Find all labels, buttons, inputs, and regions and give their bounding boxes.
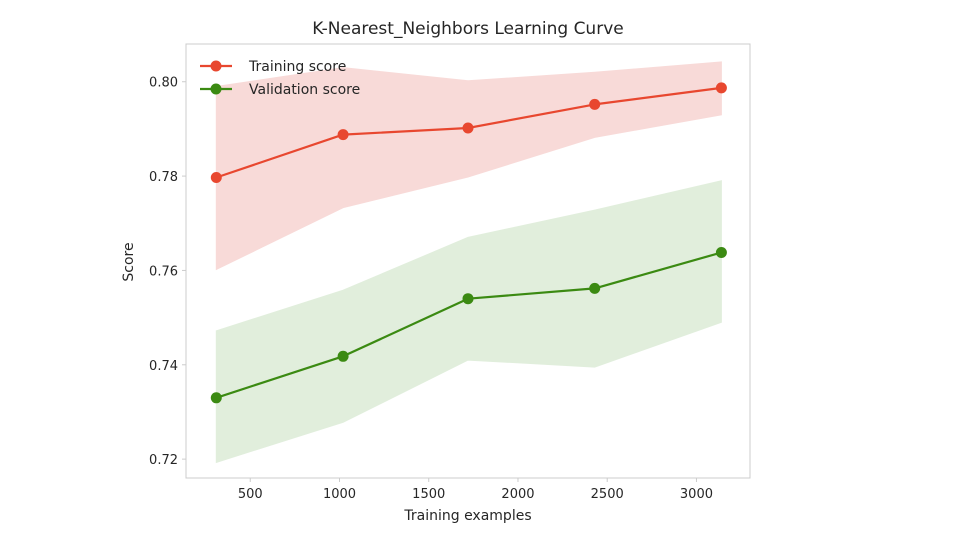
legend-label-1: Validation score: [249, 82, 360, 98]
y-tick-label-4: 0.80: [149, 76, 178, 91]
legend: Training score Validation score: [200, 59, 360, 98]
band-series-0: [215, 61, 722, 271]
point-series-0-2: [462, 122, 474, 134]
chart-title: K-Nearest_Neighbors Learning Curve: [312, 19, 623, 39]
point-series-1-1: [337, 350, 349, 362]
x-tick-label-1: 1000: [323, 487, 356, 502]
legend-marker-0: [210, 60, 222, 72]
x-axis-ticks: 500 1000 1500 2000 2500 3000: [238, 478, 713, 502]
band-series-1: [215, 180, 722, 464]
y-axis-ticks: 0.72 0.74 0.76 0.78 0.80: [149, 76, 186, 468]
x-tick-label-3: 2000: [501, 487, 534, 502]
y-tick-label-0: 0.72: [149, 453, 178, 468]
y-tick-label-1: 0.74: [149, 359, 178, 374]
point-series-1-2: [462, 293, 474, 305]
x-tick-label-2: 1500: [412, 487, 445, 502]
confidence-bands: [215, 61, 722, 464]
legend-label-0: Training score: [248, 59, 346, 75]
x-tick-label-4: 2500: [591, 487, 624, 502]
point-series-0-1: [337, 129, 349, 141]
y-tick-label-3: 0.78: [149, 170, 178, 185]
point-series-0-0: [210, 172, 222, 183]
x-tick-label-5: 3000: [680, 487, 713, 502]
point-series-1-0: [210, 392, 222, 404]
point-series-0-4: [715, 82, 727, 94]
series-points: [210, 82, 727, 404]
x-tick-label-0: 500: [238, 487, 263, 502]
y-tick-label-2: 0.76: [149, 264, 178, 279]
point-series-0-3: [589, 98, 601, 110]
y-axis-label: Score: [121, 242, 137, 281]
legend-marker-1: [210, 83, 222, 95]
point-series-1-4: [715, 247, 727, 258]
point-series-1-3: [589, 282, 601, 294]
x-axis-label: Training examples: [403, 508, 531, 524]
